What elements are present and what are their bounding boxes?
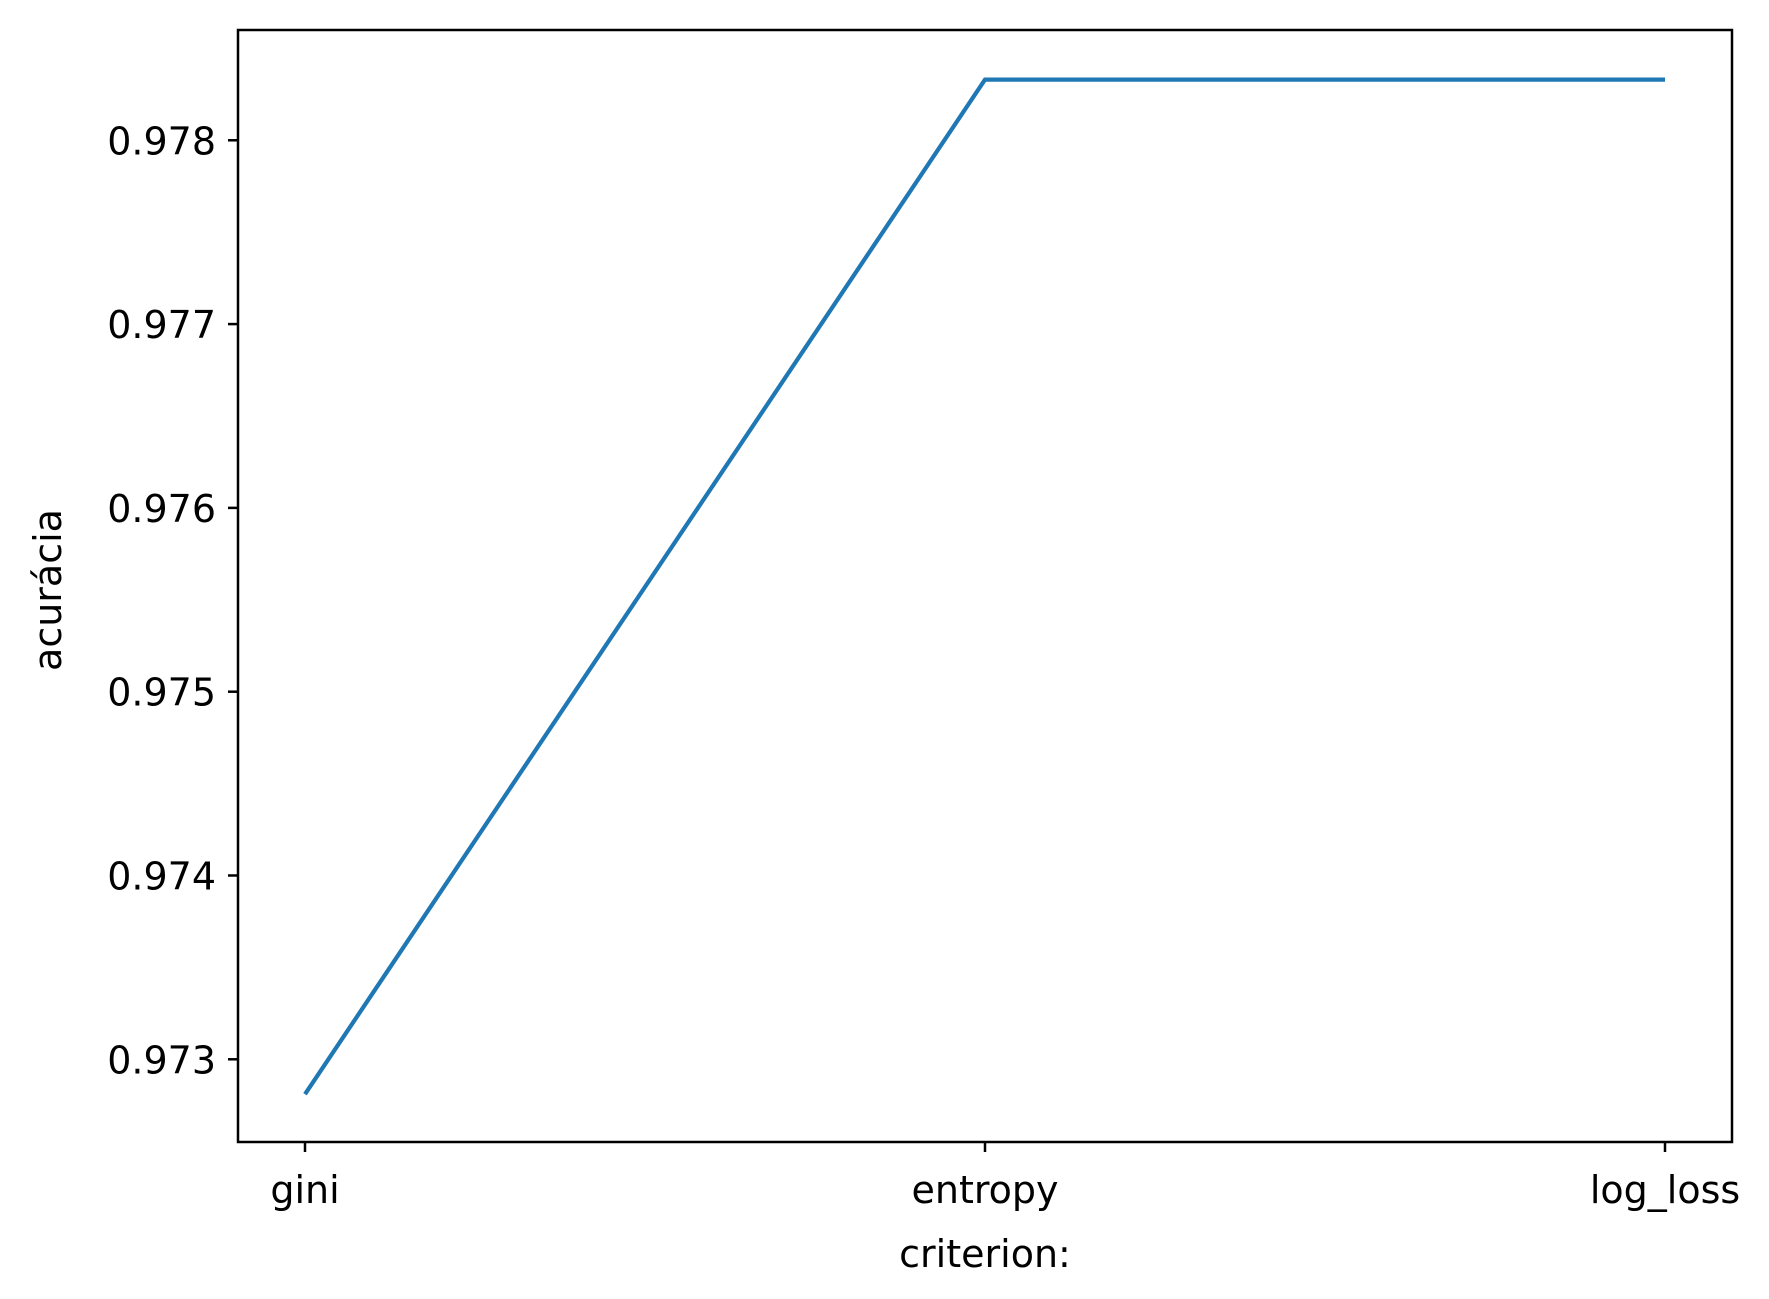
x-axis-label: criterion: [899, 1232, 1071, 1276]
y-axis-label: acurácia [26, 509, 70, 671]
y-tick-label: 0.973 [107, 1038, 216, 1082]
y-axis: 0.973 0.974 0.975 0.976 0.977 0.978 [107, 119, 238, 1082]
x-tick-label: log_loss [1590, 1168, 1740, 1212]
series-line [303, 77, 1665, 1096]
series-layer [303, 77, 1665, 1096]
y-tick-label: 0.975 [107, 671, 216, 715]
y-tick-label: 0.978 [107, 119, 216, 163]
x-tick-label: entropy [911, 1168, 1058, 1212]
y-tick-label: 0.976 [107, 487, 216, 531]
x-axis: gini entropy log_loss [270, 1142, 1740, 1212]
plot-area [236, 28, 1734, 1144]
y-tick-label: 0.974 [107, 854, 216, 898]
x-tick-label: gini [270, 1168, 339, 1212]
y-tick-label: 0.977 [107, 303, 216, 347]
